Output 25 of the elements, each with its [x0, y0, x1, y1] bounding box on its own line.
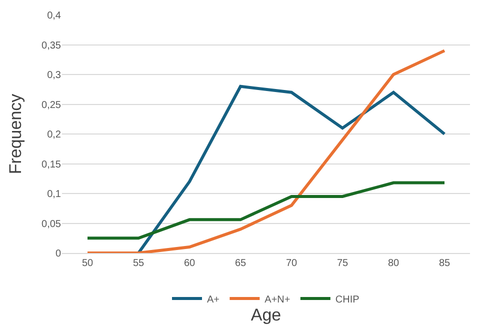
line-series: [86, 181, 446, 240]
y-tick-label: 0,15: [42, 159, 62, 170]
x-tick-label: 65: [234, 258, 246, 269]
y-tick-label: 0,1: [47, 189, 62, 200]
y-axis-title: Frequency: [6, 93, 26, 174]
y-tick-label: 0,2: [47, 130, 62, 140]
x-tick-label: 85: [438, 258, 450, 269]
y-tick-label: 0,35: [42, 40, 62, 52]
x-tick-label: 70: [286, 258, 298, 269]
legend-label: CHIP: [335, 294, 360, 306]
x-tick-label: 60: [184, 258, 196, 269]
line-series: [86, 49, 446, 253]
line-series: [137, 84, 446, 253]
x-tick-label: 55: [132, 258, 144, 269]
x-axis-title: Age: [250, 305, 282, 324]
y-tick-label: 0,4: [47, 10, 62, 22]
y-tick-label: 0: [55, 248, 62, 260]
y-tick-label: 0,05: [42, 218, 62, 230]
x-tick-label: 50: [82, 258, 94, 269]
x-tick-label: 75: [336, 258, 348, 269]
legend-label: A+N+: [264, 294, 290, 306]
legend-label: A+: [207, 294, 220, 306]
y-tick-label: 0,25: [42, 100, 62, 111]
x-tick-label: 80: [388, 258, 400, 269]
y-tick-label: 0,3: [47, 70, 62, 81]
